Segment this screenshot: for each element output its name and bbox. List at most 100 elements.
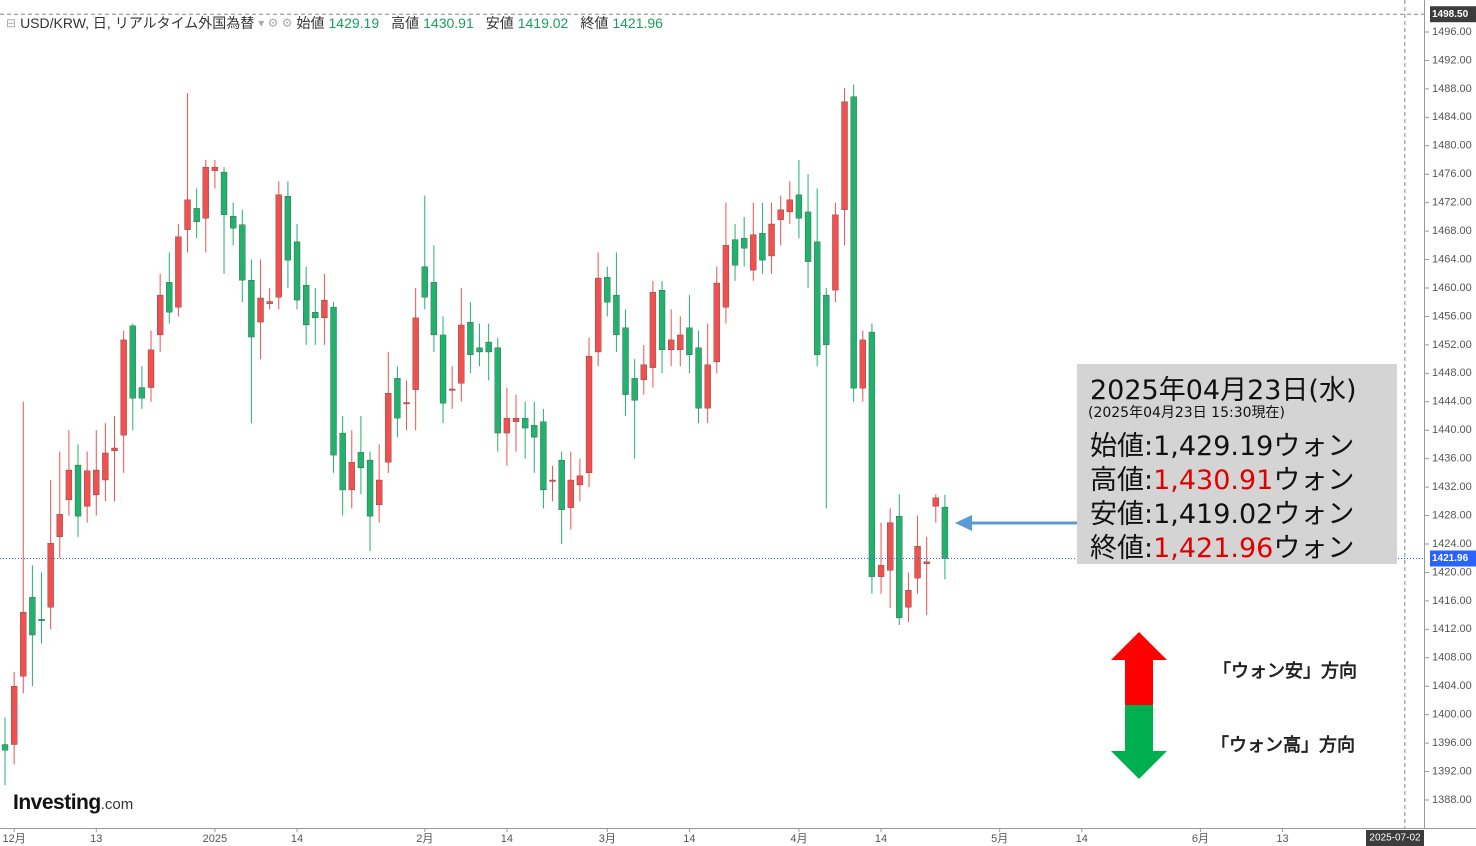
y-tick-label: 1432.00 — [1432, 481, 1472, 493]
x-tick-label: 2025 — [203, 833, 227, 845]
candle-body — [266, 301, 273, 304]
row-value: 1,419.02 — [1153, 499, 1274, 530]
price-box — [1430, 550, 1476, 567]
ohlc-label: 始値 — [296, 15, 325, 31]
candle-body — [275, 194, 282, 298]
x-tick-label: 2月 — [416, 833, 433, 845]
annotation-subtitle: (2025年04月23日 15:30現在) — [1088, 405, 1285, 421]
candle-body — [804, 211, 812, 262]
candle-body — [613, 294, 620, 336]
annotation-title: 2025年04月23日(水) — [1090, 375, 1357, 406]
candle-body — [111, 447, 118, 451]
candle-body — [868, 331, 876, 577]
candle-body — [750, 234, 757, 271]
y-tick-label: 1420.00 — [1432, 566, 1472, 578]
direction-label: 「ウォン安」方向 — [1213, 661, 1357, 682]
candle-body — [257, 297, 264, 323]
annotation-row: 始値:1,429.19ウォン — [1090, 424, 1354, 463]
candle-body — [166, 282, 173, 313]
y-tick-label: 1428.00 — [1432, 509, 1472, 521]
candle-body — [20, 612, 27, 677]
candle-body — [768, 223, 775, 257]
candle-body — [668, 339, 675, 351]
collapse-icon[interactable]: ⊟ — [6, 16, 17, 30]
row-unit: ウォン — [1273, 431, 1355, 462]
candle-body — [759, 233, 766, 261]
y-marker-box — [1430, 6, 1476, 23]
candle-body — [877, 565, 885, 577]
candle-body — [394, 378, 401, 419]
candle-body — [47, 543, 54, 608]
ohlc-label: 安値 — [485, 15, 514, 31]
candle-body — [941, 506, 949, 559]
candle-body — [503, 417, 511, 434]
candle-body — [83, 470, 91, 507]
row-value: 1,429.19 — [1153, 431, 1274, 462]
x-marker-label: 2025-07-02 — [1369, 833, 1421, 844]
candle-body — [531, 425, 538, 438]
annotation-row: 安値:1,419.02ウォン — [1090, 492, 1354, 531]
ohlc-value: 1421.96 — [612, 15, 663, 31]
candle-body — [640, 364, 647, 380]
candle-body — [348, 462, 355, 491]
y-tick-label: 1400.00 — [1432, 709, 1472, 721]
candle-body — [540, 421, 547, 491]
candle-body — [585, 356, 593, 474]
candle-body — [29, 597, 36, 636]
y-tick-label: 1484.00 — [1432, 111, 1472, 123]
y-tick-label: 1408.00 — [1432, 652, 1472, 664]
up-arrow — [1111, 632, 1167, 705]
candle-body — [147, 349, 155, 388]
y-tick-label: 1416.00 — [1432, 595, 1472, 607]
candle-body — [631, 378, 638, 401]
candle-body — [595, 277, 602, 353]
candle-body — [248, 280, 255, 338]
candle-body — [56, 513, 63, 538]
dropdown-icon[interactable]: ▾ ⚙ ⚙ — [258, 16, 293, 30]
candle-body — [905, 590, 912, 608]
logo-brand: Investing — [13, 791, 101, 814]
y-tick-label: 1468.00 — [1432, 225, 1472, 237]
candle-body — [604, 277, 611, 303]
candle-body — [722, 245, 730, 308]
candle-body — [156, 294, 164, 336]
candle-body — [211, 166, 219, 171]
symbol-title: USD/KRW, 日, リアルタイム外国為替 — [20, 15, 255, 31]
ohlc-label: 高値 — [391, 15, 420, 31]
candle-body — [522, 417, 529, 429]
y-tick-label: 1452.00 — [1432, 339, 1472, 351]
candle-body — [823, 294, 830, 346]
candle-body — [220, 171, 228, 215]
y-tick-label: 1396.00 — [1432, 737, 1472, 749]
candle-body — [449, 388, 456, 391]
candle-body — [850, 96, 857, 389]
candle-body — [339, 432, 346, 491]
annotation-row: 終値:1,421.96ウォン — [1090, 526, 1354, 565]
header: ⊟ USD/KRW, 日, リアルタイム外国為替 ▾ ⚙ ⚙ 始値 1429.19… — [6, 13, 671, 33]
candle-body — [896, 516, 903, 619]
candle-body — [622, 327, 629, 395]
candle-body — [658, 289, 666, 351]
annotation-row: 高値:1,430.91ウォン — [1090, 458, 1354, 497]
y-tick-label: 1424.00 — [1432, 538, 1472, 550]
ohlc-value: 1430.91 — [423, 15, 474, 31]
y-tick-label: 1404.00 — [1432, 680, 1472, 692]
row-separator: : — [1144, 431, 1154, 462]
candle-body — [138, 387, 146, 399]
row-unit: ウォン — [1273, 533, 1355, 564]
direction-label: 「ウォン高」方向 — [1211, 735, 1355, 756]
candle-body — [677, 334, 684, 351]
candle-body — [412, 317, 419, 390]
candle-body — [230, 216, 237, 229]
candle-body — [567, 479, 574, 508]
ohlc-label: 終値 — [580, 15, 609, 31]
candle-body — [777, 209, 784, 220]
candle-body — [932, 497, 939, 507]
candle-body — [357, 452, 365, 469]
y-tick-label: 1488.00 — [1432, 83, 1472, 95]
candle-body — [421, 266, 428, 298]
